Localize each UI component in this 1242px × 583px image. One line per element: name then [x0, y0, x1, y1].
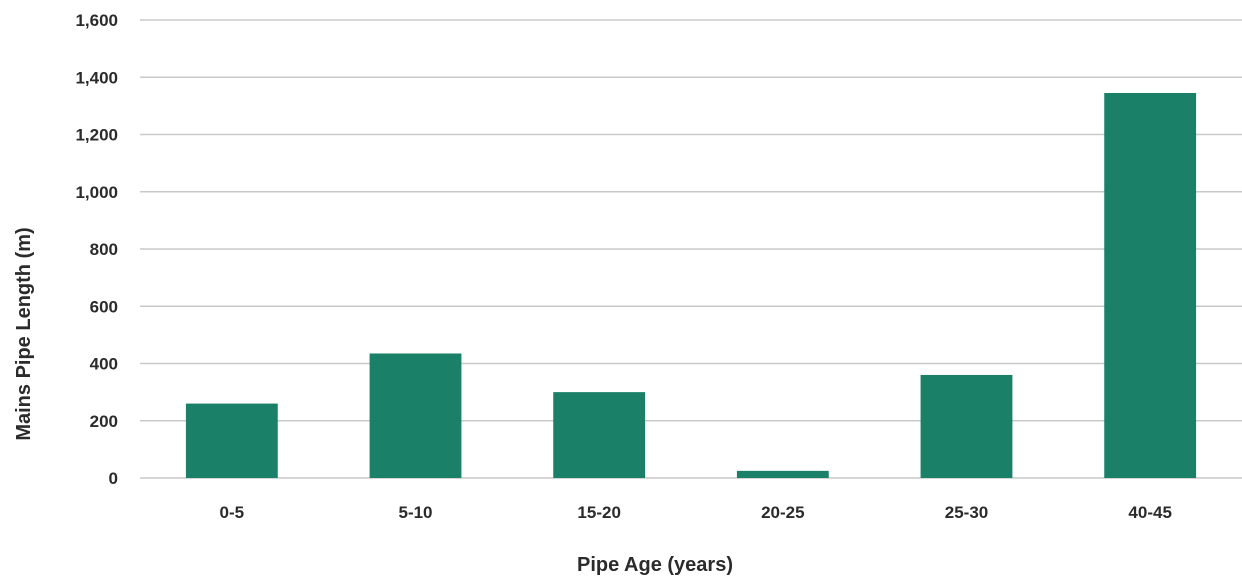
bar-0-5 — [185, 403, 278, 478]
bars — [185, 92, 1197, 479]
bar-15-20 — [553, 392, 646, 478]
y-tick-label: 1,200 — [75, 126, 118, 145]
gridlines — [140, 19, 1242, 479]
x-axis-title: Pipe Age (years) — [577, 554, 733, 576]
y-tick-label: 400 — [90, 355, 118, 374]
y-axis-tick-labels: 0 200 400 600 800 1,000 1,200 1,400 1,600 — [75, 11, 118, 488]
y-tick-label: 600 — [90, 297, 118, 316]
x-tick-label: 25-30 — [945, 503, 988, 522]
y-tick-label: 0 — [109, 469, 118, 488]
x-tick-label: 40-45 — [1128, 503, 1171, 522]
bar-20-25 — [736, 470, 829, 478]
x-tick-label: 15-20 — [577, 503, 620, 522]
bar-25-30 — [920, 374, 1013, 478]
y-tick-label: 1,600 — [75, 11, 118, 30]
x-tick-label: 0-5 — [220, 503, 245, 522]
bar-40-45 — [1104, 92, 1197, 479]
x-tick-label: 5-10 — [398, 503, 432, 522]
x-tick-label: 20-25 — [761, 503, 804, 522]
y-axis-title: Mains Pipe Length (m) — [13, 227, 35, 440]
y-tick-label: 1,000 — [75, 183, 118, 202]
x-axis-tick-labels: 0-5 5-10 15-20 20-25 25-30 40-45 — [220, 503, 1172, 522]
y-tick-label: 800 — [90, 240, 118, 259]
y-tick-label: 1,400 — [75, 68, 118, 87]
y-tick-label: 200 — [90, 412, 118, 431]
bar-5-10 — [369, 353, 462, 478]
